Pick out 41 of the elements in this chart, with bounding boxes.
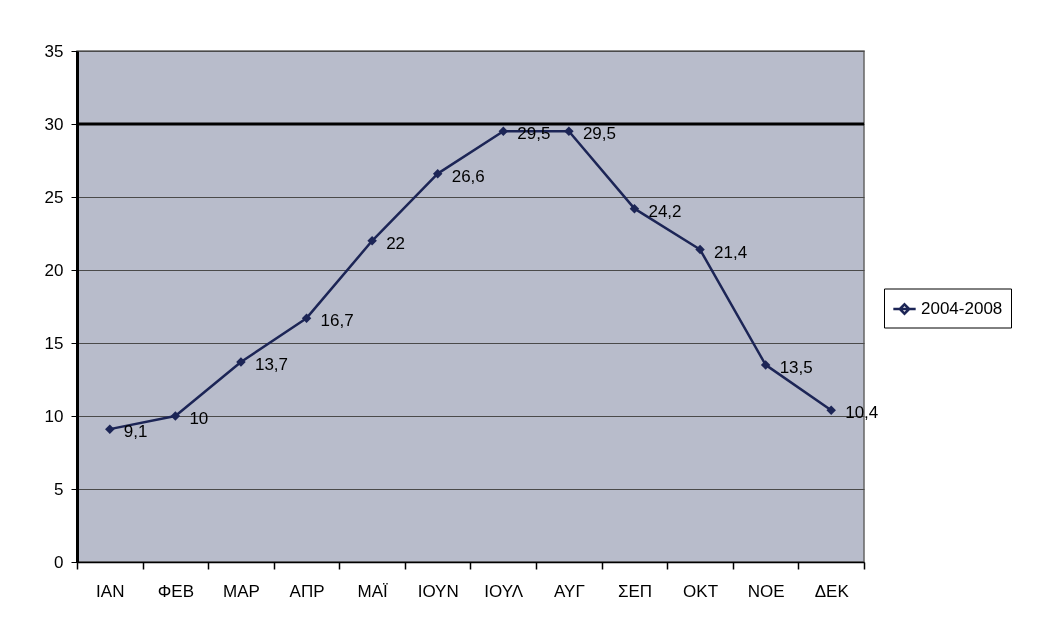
y-tick-label: 15 <box>44 333 64 353</box>
data-label: 13,5 <box>779 357 813 377</box>
point <box>367 236 377 246</box>
data-label: 16,7 <box>320 311 354 331</box>
x-tick-label: ΙΟΥΛ <box>484 581 524 601</box>
data-label: 22 <box>386 233 406 253</box>
x-tick-label: ΣΕΠ <box>617 581 653 601</box>
y-tick-label: 10 <box>44 406 64 426</box>
x-tick-label: ΜΑΡ <box>223 581 260 601</box>
point <box>105 424 115 434</box>
y-tick-label: 5 <box>54 479 64 499</box>
data-label: 29,5 <box>582 124 616 144</box>
y-tick-label: 35 <box>44 41 64 61</box>
x-tick-label: ΝΟΕ <box>747 581 785 601</box>
x-tick-label: ΟΚΤ <box>683 581 719 601</box>
y-tick-label: 25 <box>44 187 64 207</box>
y-tick-label: 30 <box>44 114 64 134</box>
point <box>564 126 574 137</box>
data-label: 9,1 <box>123 422 148 442</box>
x-tick-label: ΙΑΝ <box>96 581 125 601</box>
point <box>760 360 771 370</box>
x-tick-label: ΙΟΥΝ <box>417 581 459 601</box>
y-tick-label: 0 <box>54 552 64 572</box>
y-tick-label: 20 <box>44 260 64 280</box>
point <box>432 168 443 179</box>
point <box>301 313 312 323</box>
data-label: 21,4 <box>714 242 748 262</box>
data-label: 24,2 <box>648 201 682 221</box>
x-tick-label: ΦΕΒ <box>157 581 194 601</box>
legend-label: 2004-2008 <box>921 299 1003 318</box>
data-label: 26,6 <box>451 166 485 186</box>
data-label: 13,7 <box>254 354 289 374</box>
data-label: 10,4 <box>845 403 879 423</box>
point <box>629 203 640 214</box>
x-tick-label: ΜΑΪ <box>357 581 389 601</box>
x-tick-label: ΔΕΚ <box>814 581 850 601</box>
x-tick-label: ΑΥΓ <box>553 581 585 601</box>
x-tick-label: ΑΠΡ <box>289 581 325 601</box>
point <box>695 244 705 255</box>
point <box>170 411 181 421</box>
point <box>826 405 836 415</box>
